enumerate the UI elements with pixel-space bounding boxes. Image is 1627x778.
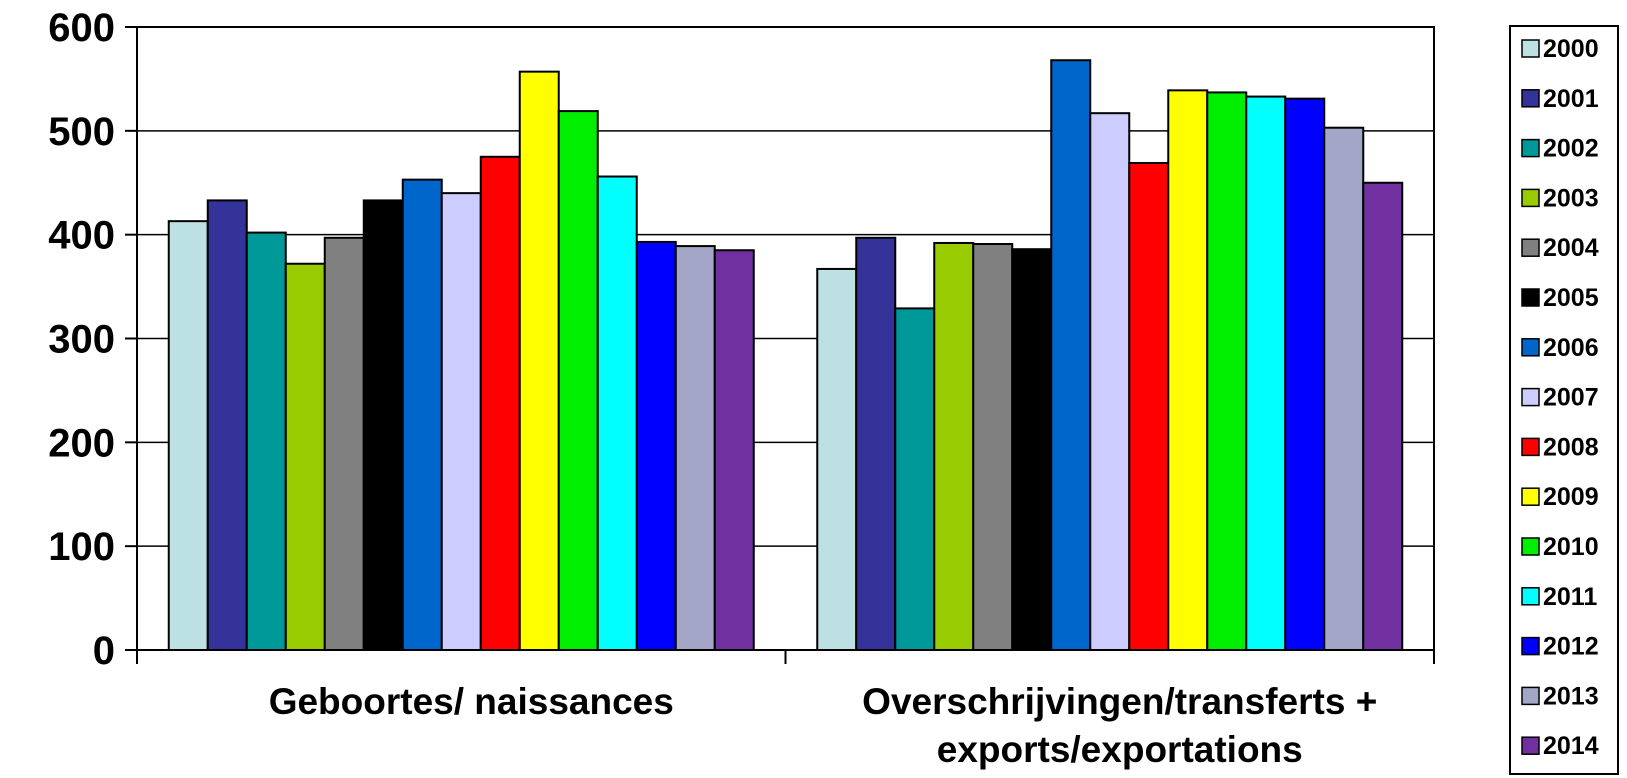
bar-2011-1 [1245,95,1287,651]
legend-label-2009: 2009 [1543,483,1599,511]
legend-swatch-2002 [1521,138,1540,158]
legend-label-2012: 2012 [1543,633,1599,661]
legend-label-2005: 2005 [1543,284,1599,312]
bars [167,59,1404,652]
y-tick-label: 300 [48,318,115,362]
bar-2014-1 [1362,181,1404,651]
y-tick-label: 400 [48,214,115,258]
legend-label-2014: 2014 [1543,732,1599,760]
bar-2004-0 [323,236,365,651]
legend-label-2003: 2003 [1543,184,1599,212]
bar-2001-0 [206,199,248,651]
bar-2006-1 [1050,59,1092,651]
legend-swatch-2010 [1521,537,1540,556]
bar-2000-1 [816,267,858,651]
bar-2008-1 [1128,162,1170,651]
legend-label-2010: 2010 [1543,533,1599,561]
bar-2009-0 [518,70,560,652]
axes [125,26,1435,664]
y-tick-label: 600 [48,6,115,50]
bar-2002-0 [245,231,287,651]
bar-2012-0 [635,240,677,651]
bar-2004-1 [972,243,1014,652]
y-tick-label: 0 [93,629,115,673]
legend-swatch-2011 [1521,587,1540,606]
bar-2003-0 [284,262,326,651]
x-axis-category-labels: Geboortes/ naissances Overschrijvingen/tr… [269,681,1378,770]
legend-swatch-2009 [1521,487,1540,506]
legend-swatch-2013 [1521,686,1540,706]
bar-2000-0 [167,220,209,651]
legend-swatch-2003 [1521,188,1540,208]
legend-swatch-2006 [1521,338,1540,357]
y-tick-label: 100 [48,525,115,569]
legend: 2000 2001 2002 2003 2004 2005 2006 2007 2008 2009… [1509,25,1619,775]
bar-2010-1 [1206,91,1248,652]
bar-2007-1 [1089,112,1131,652]
legend-label-2007: 2007 [1543,384,1599,412]
legend-swatch-2007 [1521,387,1540,407]
legend-label-2008: 2008 [1543,433,1599,461]
x-category-label: Overschrijvingen/transferts + [862,681,1377,722]
legend-label-2001: 2001 [1543,85,1599,113]
legend-swatch-2005 [1521,288,1540,307]
bar-2012-1 [1284,97,1326,651]
bar-2011-0 [596,175,638,652]
bar-2005-1 [1011,248,1053,651]
bar-2006-0 [401,178,443,651]
legend-swatch-2014 [1521,736,1540,755]
legend-swatch-2004 [1521,238,1540,257]
legend-swatch-2000 [1521,39,1540,58]
bar-2013-0 [674,245,716,651]
bar-2008-0 [479,155,521,652]
bar-2007-0 [440,192,482,651]
legend-swatch-2008 [1521,437,1540,457]
legend-label-2013: 2013 [1543,682,1599,710]
y-axis-tick-labels: 0 100 200 300 400 500 600 [48,6,115,673]
legend-swatch-2001 [1521,89,1540,108]
legend-swatch-2012 [1521,636,1540,656]
x-category-label: exports/exportations [937,729,1303,770]
legend-label-2004: 2004 [1543,234,1599,262]
x-category-label: Geboortes/ naissances [269,681,674,722]
bar-2003-1 [933,241,975,651]
bar-2009-1 [1167,89,1209,652]
legend-label-2000: 2000 [1543,35,1599,63]
bar-2014-0 [713,249,755,651]
bar-2002-1 [894,307,936,651]
bar-2010-0 [557,110,599,652]
legend-label-2002: 2002 [1543,135,1599,163]
bar-2001-1 [855,236,897,651]
y-tick-label: 500 [48,110,115,154]
y-tick-label: 200 [48,421,115,465]
legend-label-2011: 2011 [1543,583,1597,611]
bar-2013-1 [1323,126,1365,652]
legend-label-2006: 2006 [1543,334,1599,362]
bar-2005-0 [362,199,404,651]
